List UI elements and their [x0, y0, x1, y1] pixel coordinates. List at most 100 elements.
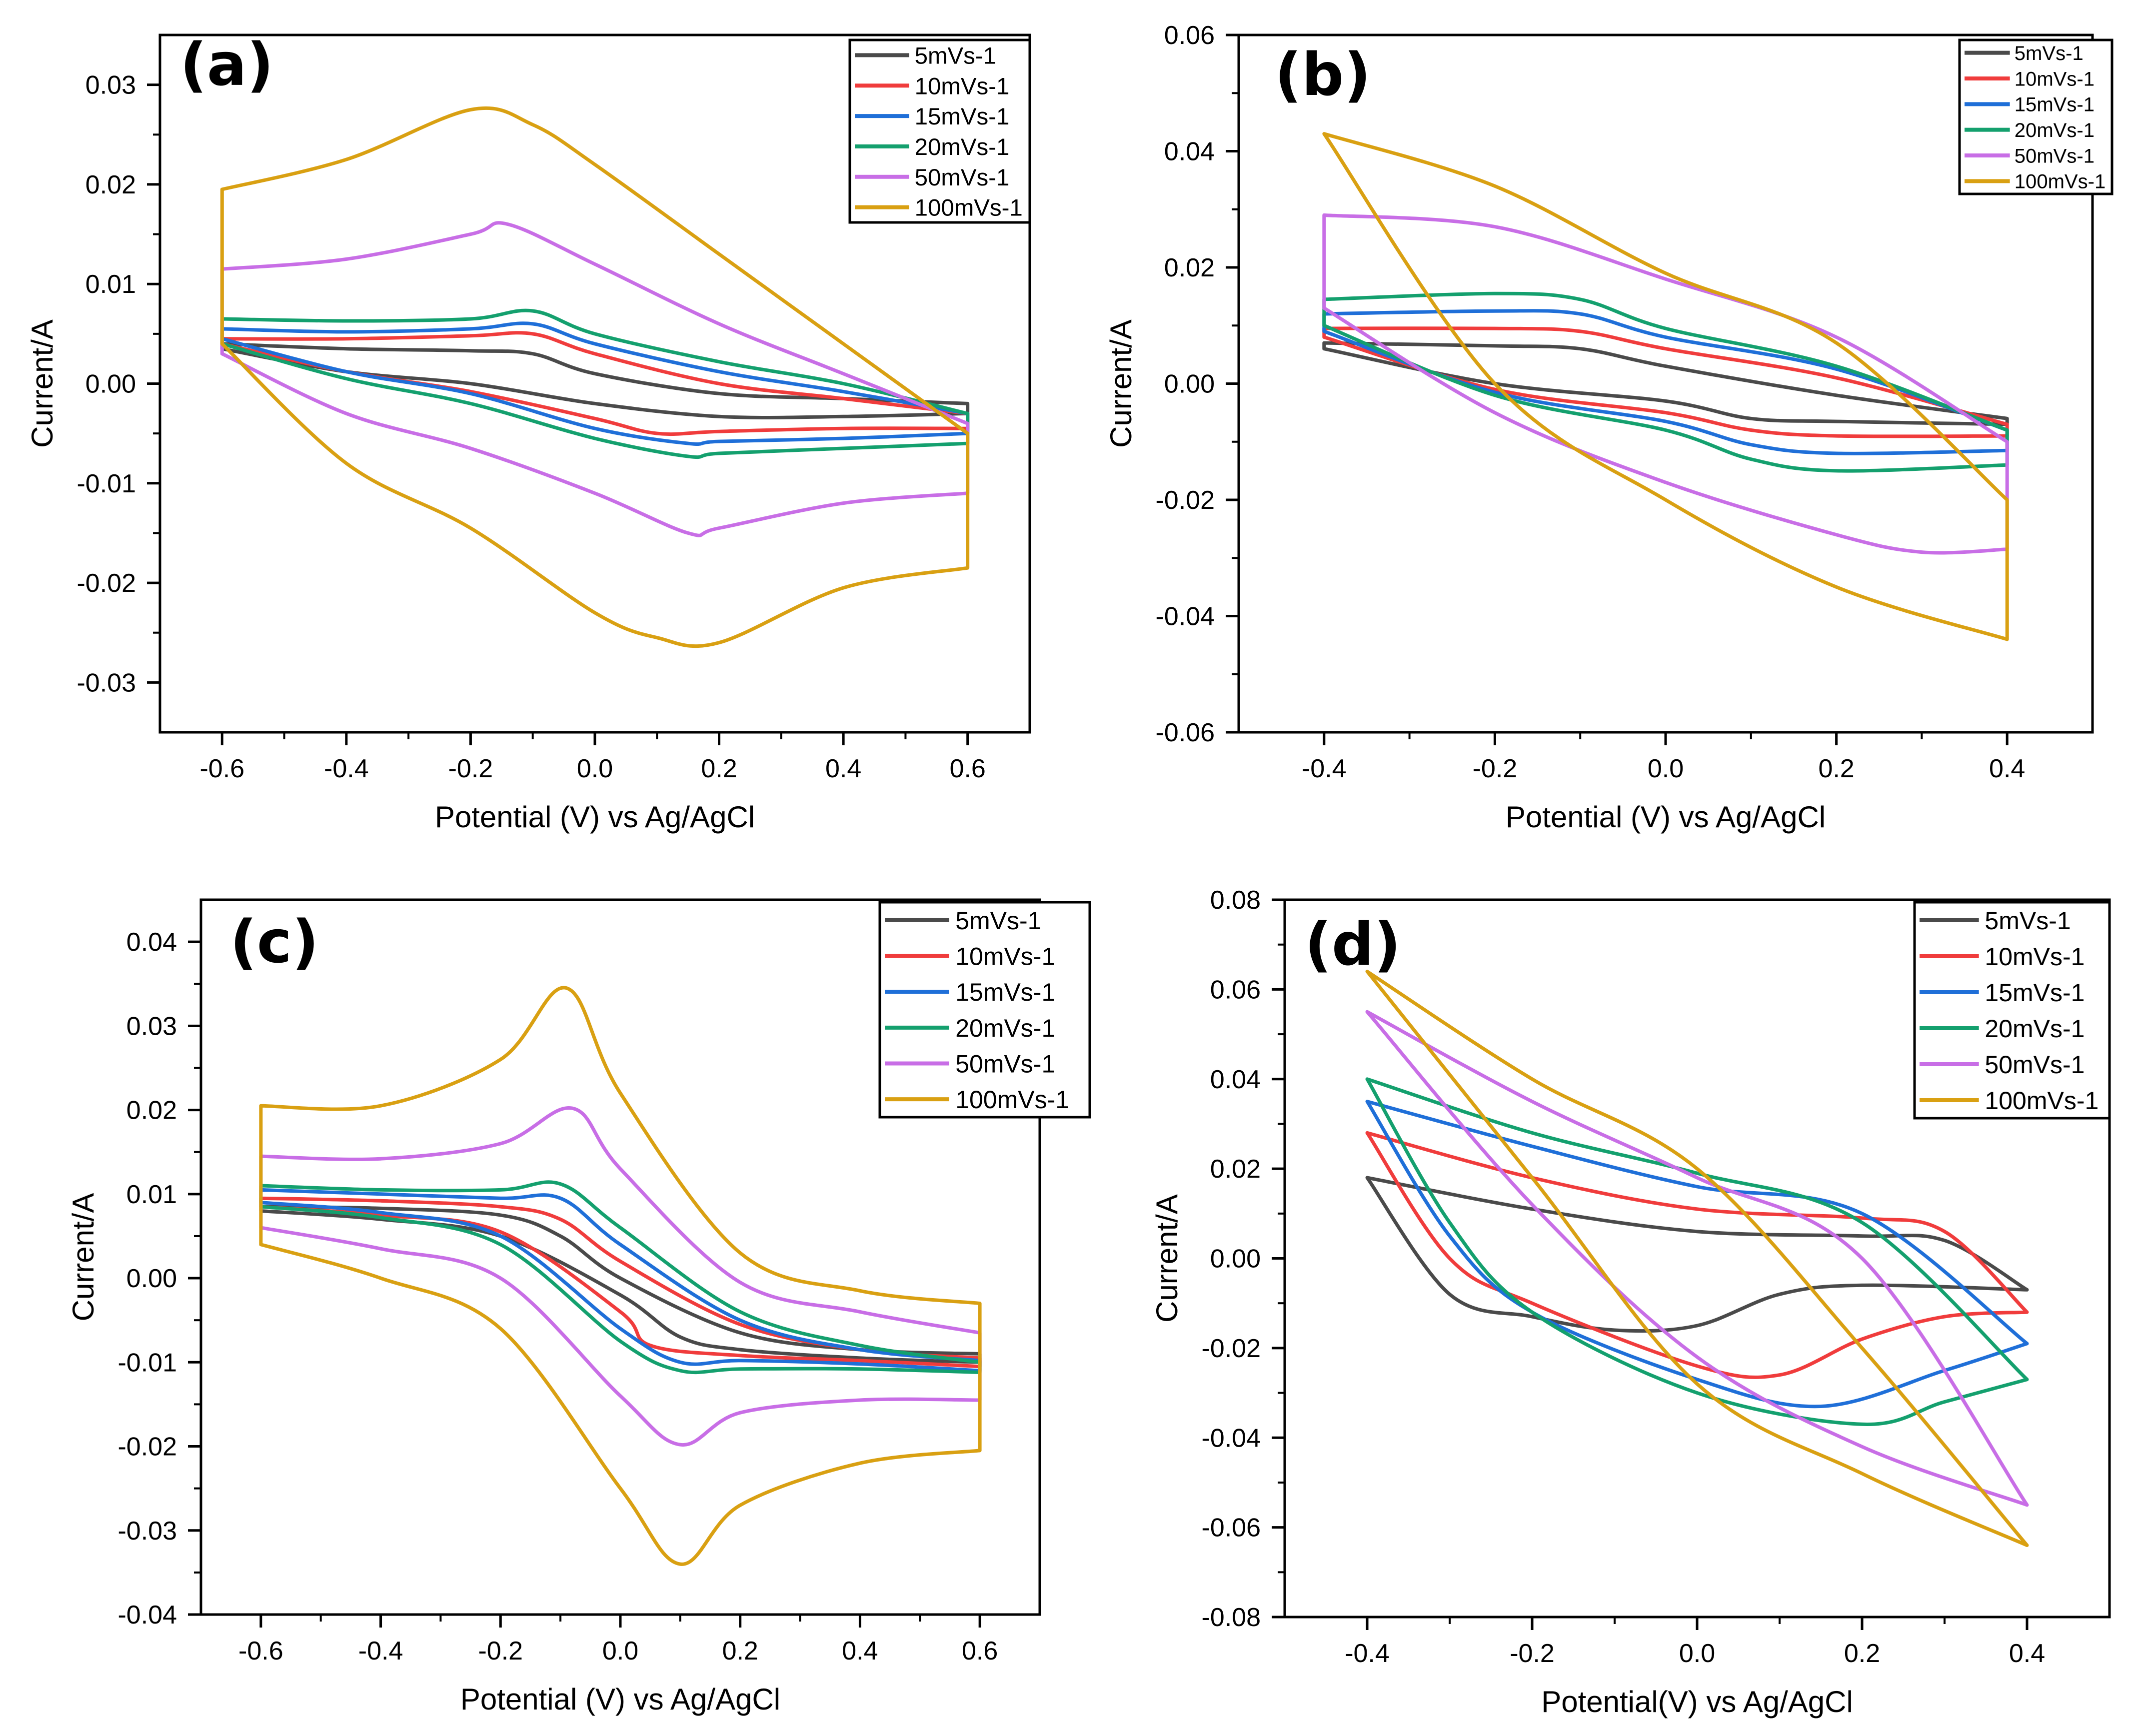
y-axis-label: Current/A	[1104, 319, 1138, 448]
y-tick-label: -0.04	[117, 1601, 177, 1630]
series-line-20mVs-1	[1365, 1077, 2029, 1426]
y-tick-label: -0.06	[1201, 1514, 1261, 1543]
legend-label: 10mVs-1	[955, 943, 1055, 971]
x-tick-label: 0.4	[825, 754, 861, 783]
legend: 5mVs-1 10mVs-1 15mVs-1 20mVs-1 50mVs-1 100mVs…	[848, 38, 1031, 224]
legend-label: 100mVs-1	[1985, 1087, 2099, 1115]
x-tick-label: 0.0	[1648, 754, 1684, 783]
x-tick-label: 0.0	[602, 1637, 638, 1666]
x-tick-label: -0.4	[358, 1637, 403, 1666]
legend-label: 50mVs-1	[915, 164, 1010, 191]
y-tick-label: 0.06	[1164, 21, 1215, 50]
y-tick-label: -0.02	[1201, 1334, 1261, 1363]
panel-label: (d)	[1305, 910, 1401, 979]
legend-label: 50mVs-1	[2015, 145, 2095, 167]
legend-box	[1958, 38, 2114, 195]
y-tick-label: 0.01	[85, 270, 136, 299]
legend-label: 100mVs-1	[955, 1086, 1069, 1114]
legend-label: 10mVs-1	[1985, 943, 2085, 971]
x-tick-label: -0.2	[1473, 754, 1518, 783]
x-tick-label: 0.4	[2009, 1639, 2045, 1668]
legend-label: 50mVs-1	[1985, 1051, 2085, 1079]
y-tick-label: 0.06	[1210, 975, 1261, 1004]
legend-label: 10mVs-1	[2015, 68, 2095, 90]
series-line-15mVs-1	[1365, 1100, 2029, 1409]
legend-box	[848, 38, 1031, 224]
y-tick-label: 0.04	[1210, 1065, 1261, 1094]
x-tick-label: -0.4	[1345, 1639, 1390, 1668]
x-tick-label: 0.2	[1844, 1639, 1880, 1668]
y-tick-label: 0.02	[1164, 253, 1215, 282]
y-tick-label: 0.04	[1164, 137, 1215, 166]
x-tick-label: -0.2	[478, 1637, 523, 1666]
x-axis-label: Potential (V) vs Ag/AgCl	[1506, 800, 1826, 834]
y-tick-label: 0.03	[85, 71, 136, 100]
series-line-50mVs-1	[1365, 1010, 2029, 1507]
legend-label: 15mVs-1	[915, 103, 1010, 130]
y-tick-label: -0.02	[117, 1433, 177, 1462]
series-line-5mVs-1	[220, 342, 970, 419]
legend-label: 100mVs-1	[2015, 171, 2106, 193]
legend-label: 15mVs-1	[2015, 94, 2095, 116]
x-tick-label: 0.6	[962, 1637, 998, 1666]
y-tick-label: -0.04	[1155, 602, 1215, 631]
y-axis-label: Current/A	[25, 319, 59, 448]
legend-label: 5mVs-1	[955, 907, 1041, 935]
legend-box	[878, 901, 1091, 1119]
panel-label: (a)	[180, 30, 274, 99]
y-tick-label: 0.00	[1210, 1245, 1261, 1274]
legend-label: 20mVs-1	[1985, 1015, 2085, 1043]
legend-label: 5mVs-1	[915, 42, 996, 69]
x-tick-label: -0.6	[238, 1637, 283, 1666]
y-tick-label: -0.02	[1155, 486, 1215, 515]
x-tick-label: 0.4	[842, 1637, 878, 1666]
x-axis-label: Potential(V) vs Ag/AgCl	[1541, 1685, 1853, 1719]
y-tick-label: -0.08	[1201, 1603, 1261, 1632]
legend: 5mVs-1 10mVs-1 15mVs-1 20mVs-1 50mVs-1 100mVs…	[878, 901, 1091, 1119]
series-line-100mVs-1	[220, 106, 970, 648]
x-tick-label: 0.4	[1989, 754, 2025, 783]
legend-label: 10mVs-1	[915, 73, 1010, 99]
series-line-5mVs-1	[1365, 1176, 2029, 1333]
x-axis-label: Potential (V) vs Ag/AgCl	[460, 1683, 780, 1716]
x-tick-label: 0.0	[577, 754, 613, 783]
y-tick-label: 0.08	[1210, 886, 1261, 915]
series-line-15mVs-1	[220, 321, 970, 446]
y-tick-label: 0.03	[126, 1012, 177, 1041]
legend-label: 50mVs-1	[955, 1050, 1055, 1078]
y-tick-label: -0.02	[76, 569, 136, 598]
series-line-100mVs-1	[259, 986, 982, 1566]
x-tick-label: -0.2	[1510, 1639, 1555, 1668]
legend-label: 15mVs-1	[1985, 979, 2085, 1007]
x-tick-label: -0.4	[324, 754, 369, 783]
y-tick-label: -0.01	[117, 1348, 177, 1377]
x-axis-label: Potential (V) vs Ag/AgCl	[435, 800, 755, 834]
x-tick-label: 0.6	[950, 754, 986, 783]
x-tick-label: -0.6	[199, 754, 244, 783]
y-tick-label: 0.01	[126, 1180, 177, 1209]
legend-box	[1913, 901, 2111, 1120]
legend-label: 20mVs-1	[915, 134, 1010, 160]
x-tick-label: 0.0	[1679, 1639, 1715, 1668]
legend-label: 5mVs-1	[2015, 42, 2084, 64]
series-line-50mVs-1	[1322, 213, 2009, 555]
y-axis-label: Current/A	[1150, 1194, 1184, 1323]
series-line-10mVs-1	[1365, 1131, 2029, 1379]
y-tick-label: 0.00	[85, 370, 136, 399]
panel-d: -0.4 -0.2 0.0 0.2 0.4 -0.08 -0.06 -0.04 -0.02 0.0…	[1150, 886, 2111, 1719]
x-tick-label: -0.4	[1302, 754, 1347, 783]
y-tick-label: -0.03	[117, 1517, 177, 1546]
y-tick-label: 0.02	[85, 170, 136, 199]
legend-label: 20mVs-1	[2015, 119, 2095, 141]
x-tick-label: -0.2	[448, 754, 493, 783]
y-tick-label: 0.02	[1210, 1155, 1261, 1184]
x-tick-label: 0.2	[701, 754, 737, 783]
y-axis-label: Current/A	[66, 1193, 100, 1322]
legend-label: 20mVs-1	[955, 1014, 1055, 1042]
legend-label: 5mVs-1	[1985, 907, 2071, 935]
y-tick-label: -0.06	[1155, 718, 1215, 747]
panel-b: -0.4 -0.2 0.0 0.2 0.4 -0.06 -0.04 -0.02 0.00 0.02…	[1104, 21, 2114, 834]
y-tick-label: 0.02	[126, 1096, 177, 1125]
